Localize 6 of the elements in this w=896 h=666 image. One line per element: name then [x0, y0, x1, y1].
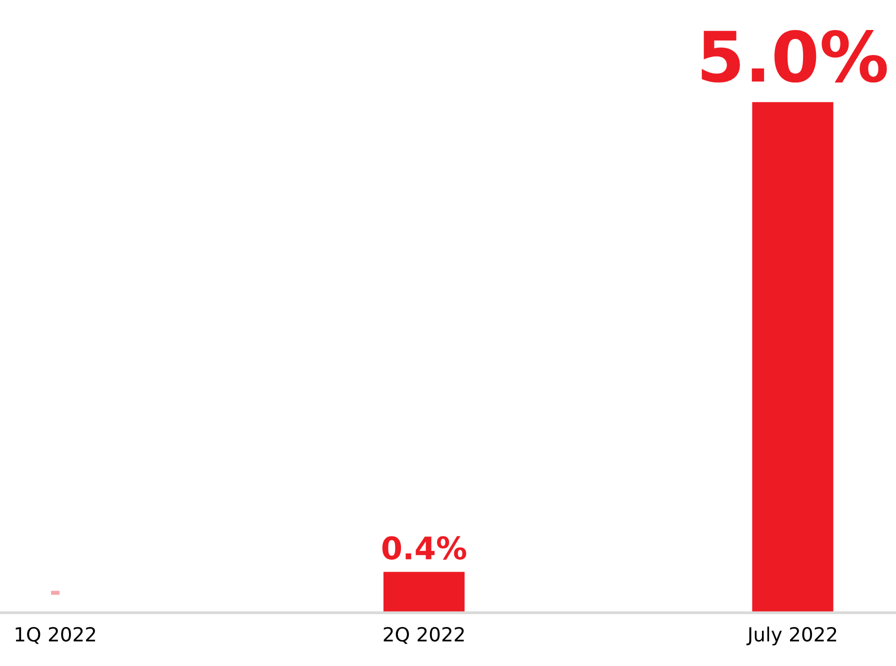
- x-tick-label: July 2022: [746, 626, 836, 646]
- data-label: 5.0%: [702, 30, 887, 83]
- x-tick-label: 2Q 2022: [384, 626, 464, 644]
- x-tick-label: 1Q 2022: [16, 626, 96, 644]
- data-label: -: [51, 590, 60, 595]
- data-label: 0.4%: [382, 536, 466, 560]
